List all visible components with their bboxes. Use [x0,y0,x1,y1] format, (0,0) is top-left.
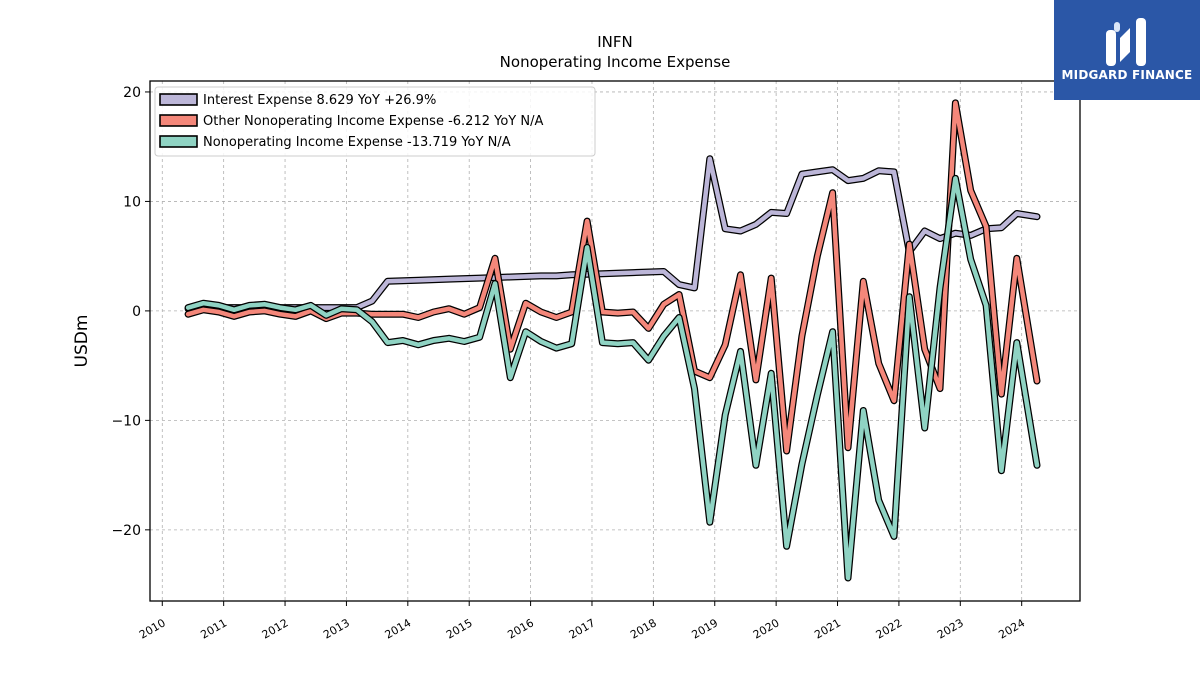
logo-mark-icon [1106,18,1146,66]
y-tick-label: −10 [111,413,141,429]
legend-swatch [159,93,198,106]
logo-text: MIDGARD FINANCE [1061,68,1193,82]
y-tick-label: 0 [132,304,141,320]
legend-label: Nonoperating Income Expense -13.719 YoY … [203,135,511,150]
legend-swatch [159,114,198,127]
y-tick-label: 20 [123,85,141,101]
legend-box [154,86,596,157]
x-tick-label: 2016 [505,616,536,641]
x-tick-label: 2011 [198,616,229,641]
legend-label: Other Nonoperating Income Expense -6.212… [203,114,543,129]
x-tick-label: 2018 [628,616,659,641]
series-line-0 [185,156,1040,311]
y-tick-label: −20 [111,523,141,539]
x-axis: 2010 2011 2012 2013 2014 2015 2016 2017 2018 2019… [137,601,1027,642]
midgard-finance-logo: MIDGARD FINANCE [1054,0,1200,100]
legend-label: Interest Expense 8.629 YoY +26.9% [203,93,436,108]
series-outline-0 [184,155,1041,313]
x-tick-label: 2013 [321,616,352,641]
x-tick-label: 2012 [260,616,291,641]
x-tick-label: 2023 [935,616,966,641]
x-tick-label: 2021 [812,616,843,641]
y-axis-label: USDm [72,315,92,368]
legend: Interest Expense 8.629 YoY +26.9% Other N… [154,86,596,157]
x-tick-label: 2010 [137,616,168,641]
series-line-2 [185,176,1040,581]
y-axis: −20 −10 0 10 20 [111,85,150,539]
x-tick-label: 2022 [874,616,905,641]
x-tick-label: 2017 [567,616,598,641]
x-tick-label: 2024 [996,616,1027,641]
y-tick-label: 10 [123,194,141,210]
x-tick-label: 2014 [383,616,414,641]
x-tick-label: 2015 [444,616,475,641]
legend-swatch [159,135,198,148]
series-group [184,99,1041,582]
x-tick-label: 2019 [690,616,721,641]
chart-title: INFN [597,33,633,51]
plot-frame [149,80,1081,602]
chart-subtitle: Nonoperating Income Expense [500,53,731,71]
x-tick-label: 2020 [751,616,782,641]
